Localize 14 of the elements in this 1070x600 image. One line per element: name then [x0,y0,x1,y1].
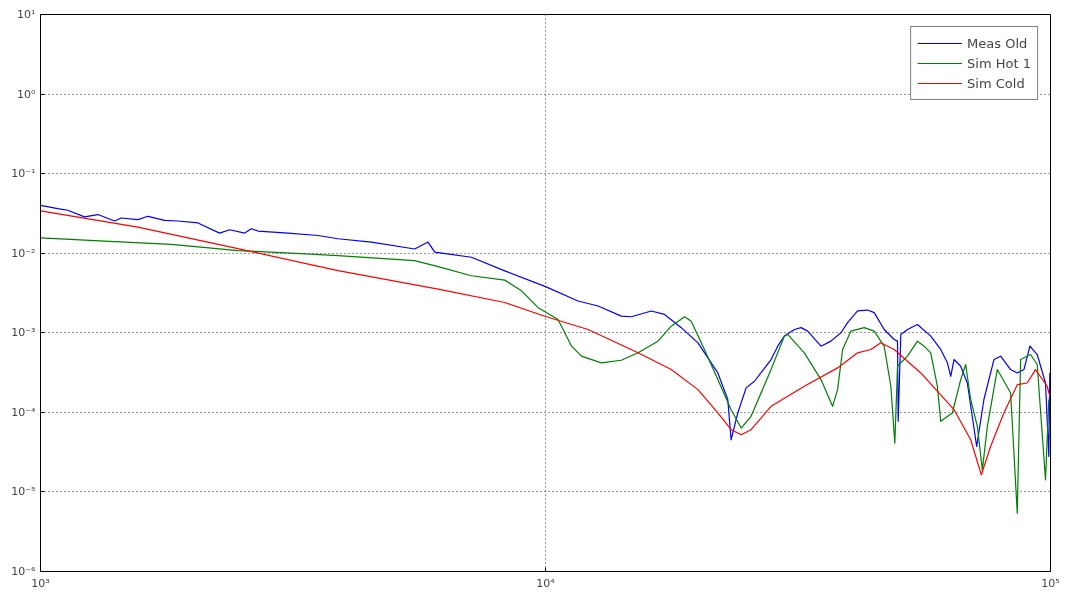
y-tick-label: 10⁻³ [11,326,36,340]
x-tick-label: 10³ [31,576,50,590]
x-tick-label: 10⁴ [536,576,556,590]
y-tick-label: 10⁰ [17,87,37,101]
y-tick-label: 10¹ [17,8,36,21]
legend-label: Sim Cold [967,75,1025,91]
legend-label: Sim Hot 1 [967,55,1031,71]
y-tick-label: 10⁻⁴ [11,405,37,419]
y-tick-label: 10⁻¹ [11,167,36,181]
y-tick-label: 10⁻⁵ [11,485,36,499]
y-tick-label: 10⁻⁶ [11,565,37,578]
legend-label: Meas Old [967,35,1028,51]
x-tick-label: 10⁵ [1041,576,1060,590]
y-tick-label: 10⁻² [11,246,36,260]
